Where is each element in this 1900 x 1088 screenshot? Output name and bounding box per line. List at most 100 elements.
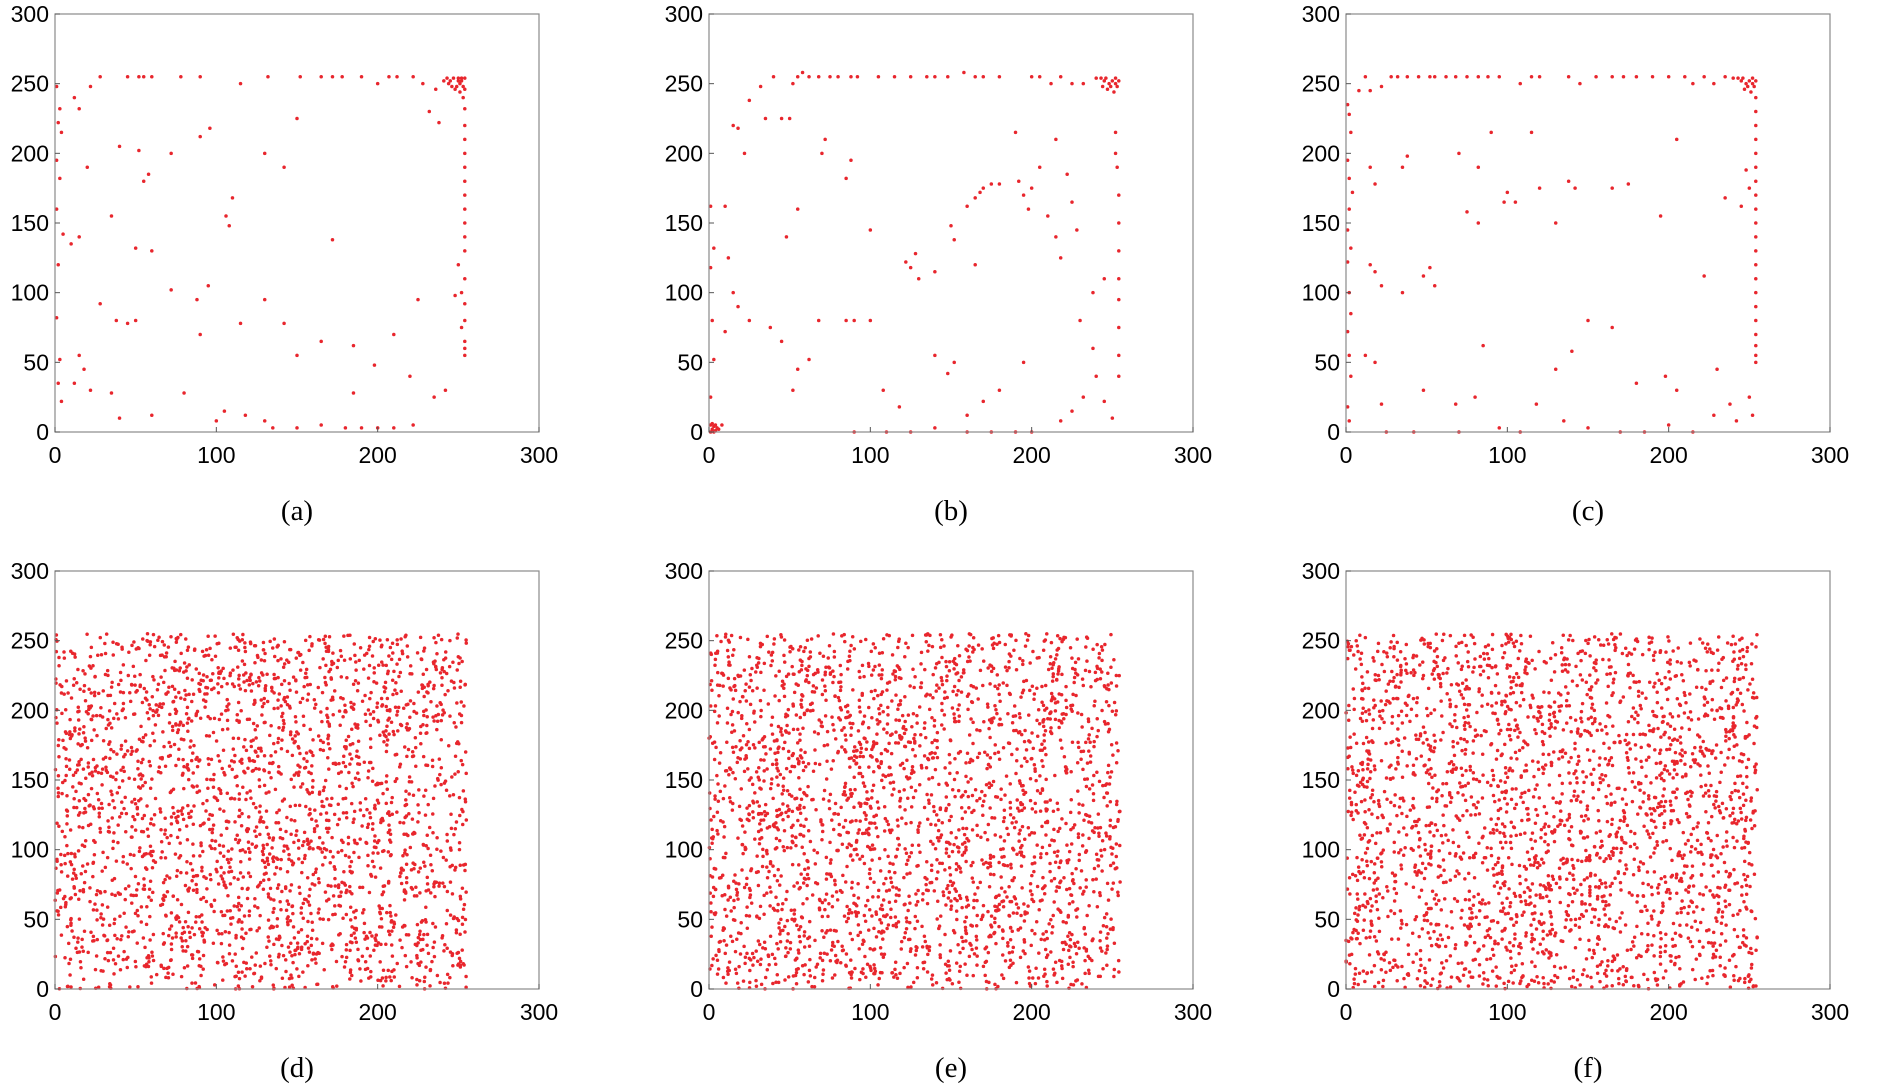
scatter-point [161,942,166,946]
scatter-point [994,908,998,913]
scatter-point [1039,937,1043,942]
scatter-point [449,848,453,852]
scatter-point [242,914,247,918]
scatter-point [915,976,920,980]
scatter-point [1084,812,1088,817]
scatter-point [1048,869,1052,874]
scatter-point [307,770,311,774]
scatter-point [147,703,151,707]
scatter-point [967,805,971,810]
scatter-point [879,703,883,708]
scatter-point [387,828,392,832]
scatter-point [360,699,365,704]
scatter-point [108,756,112,761]
scatter-point [868,946,872,951]
scatter-point [878,869,883,873]
scatter-point [800,663,804,668]
scatter-point [1405,154,1410,158]
scatter-point [339,654,344,658]
scatter-point [279,907,283,912]
scatter-point [1114,802,1119,807]
scatter-point [290,753,295,758]
scatter-point [1754,165,1758,170]
scatter-point [940,708,944,713]
scatter-point [382,733,387,737]
scatter-point [1053,773,1057,778]
scatter-point [98,826,102,831]
scatter-point [298,765,302,769]
scatter-point [1100,949,1104,953]
scatter-point [258,964,263,968]
scatter-point [110,892,114,896]
scatter-point [831,680,835,685]
scatter-point [850,937,855,942]
scatter-point [431,686,436,691]
scatter-point [297,803,302,808]
scatter-point [784,810,788,815]
scatter-point [95,937,100,942]
scatter-point [419,960,423,964]
scatter-point [1112,90,1116,94]
scatter-point [975,798,979,803]
scatter-point [1754,179,1758,183]
scatter-point [362,760,367,764]
scatter-point [74,805,79,810]
scatter-point [233,820,237,824]
scatter-point [430,959,434,964]
scatter-point [710,827,714,832]
scatter-point [1084,645,1088,649]
scatter-point [768,934,773,938]
scatter-point [786,749,791,754]
scatter-point [123,716,128,720]
scatter-point [893,741,898,745]
scatter-point [450,775,454,779]
scatter-point [418,635,423,640]
scatter-point [463,165,467,170]
scatter-point [1102,276,1107,281]
scatter-point [746,767,750,771]
scatter-point [792,764,797,769]
scatter-point [794,970,799,975]
scatter-point [167,685,171,689]
scatter-point [954,835,958,840]
scatter-point [263,961,267,966]
scatter-point [319,423,323,427]
scatter-point [120,934,124,938]
scatter-point [425,723,429,728]
scatter-point [257,784,262,789]
scatter-point [253,829,257,833]
scatter-point [400,945,404,950]
scatter-point [1070,740,1075,745]
scatter-point [89,704,94,708]
scatter-point [302,723,306,728]
scatter-point [298,891,302,896]
scatter-point [71,683,76,688]
scatter-point [282,165,286,170]
scatter-point [459,76,464,80]
scatter-point [457,661,461,666]
scatter-point [384,749,389,754]
scatter-point [1116,958,1121,963]
scatter-point [255,928,259,933]
scatter-point [388,832,393,837]
scatter-point [965,751,970,756]
scatter-point [240,848,245,852]
scatter-point [1045,800,1049,804]
scatter-point [163,816,167,820]
scatter-point [268,886,273,891]
scatter-point [123,795,127,800]
scatter-point [748,958,753,962]
scatter-point [1115,799,1119,804]
scatter-point [1505,190,1510,195]
scatter-point [118,690,123,694]
scatter-point [1092,866,1097,871]
scatter-point [793,796,797,801]
scatter-point [295,116,299,121]
scatter-point [372,671,376,675]
scatter-point [64,773,68,778]
scatter-point [316,685,321,690]
scatter-point [287,976,292,981]
scatter-point [144,658,148,663]
scatter-point [1050,679,1055,683]
scatter-point [399,871,403,875]
